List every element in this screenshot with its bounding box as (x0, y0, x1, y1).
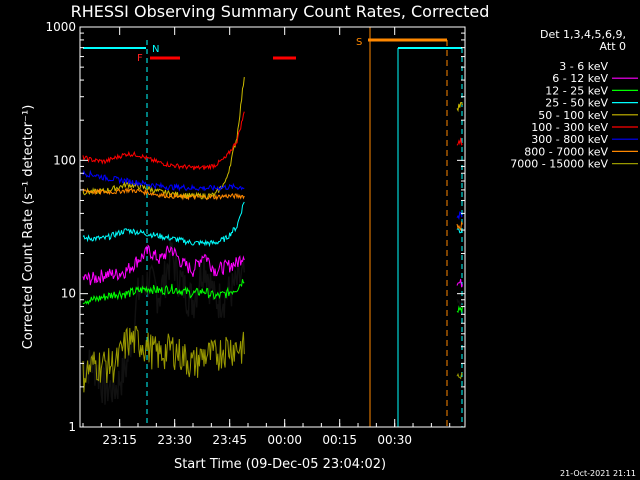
series-line (82, 239, 245, 405)
legend-entry-label: 12 - 25 keV (545, 84, 608, 97)
plot-area: NF S (82, 27, 463, 427)
x-tick-label: 23:30 (157, 433, 192, 447)
legend-entry-label: 800 - 7000 keV (524, 145, 608, 158)
legend-entry-label: 6 - 12 keV (552, 72, 608, 85)
series-end-segment (456, 278, 463, 288)
series-line (82, 244, 245, 286)
x-tick-label: 00:15 (322, 433, 357, 447)
x-tick-label: 00:30 (377, 433, 412, 447)
series-line (82, 169, 245, 192)
legend-entry-label: 300 - 800 keV (531, 133, 608, 146)
x-tick-label: 23:15 (102, 433, 137, 447)
saa-state-label: S (356, 37, 362, 48)
legend-entry-label: 25 - 50 keV (545, 97, 608, 110)
series-line (82, 201, 245, 248)
y-tick-label: 1000 (45, 20, 76, 34)
series-end-segment (456, 220, 463, 232)
series-line (82, 279, 245, 306)
legend-entry-label: 50 - 100 keV (538, 109, 608, 122)
series-end-segment (456, 211, 463, 221)
y-tick-label: 100 (53, 153, 76, 167)
legend-header: Det 1,3,4,5,6,9, (540, 28, 626, 41)
x-axis: 23:15 23:30 23:45 00:00 00:15 00:30 (82, 27, 451, 447)
series-end-segment (456, 305, 463, 313)
x-axis-label: Start Time (09-Dec-05 23:04:02) (174, 457, 386, 472)
y-tick-label: 1 (68, 420, 76, 434)
series-line (82, 111, 245, 171)
chart-title: RHESSI Observing Summary Count Rates, Co… (71, 2, 490, 21)
series-line (82, 325, 245, 393)
series-end-segment (456, 101, 463, 113)
night-flag-label: N (152, 44, 159, 55)
y-axis-label: Corrected Count Rate (s⁻¹ detector⁻¹) (21, 105, 36, 350)
series-end-segment (456, 137, 463, 146)
y-axis: 1 10 100 1000 (45, 20, 465, 434)
legend-entry-label: 100 - 300 keV (531, 121, 608, 134)
series-line (82, 187, 245, 201)
plot-frame (79, 26, 466, 428)
y-tick-label: 10 (61, 287, 76, 301)
series-line (82, 77, 245, 200)
legend-entry-label: 3 - 6 keV (559, 60, 608, 73)
x-tick-label: 00:00 (267, 433, 302, 447)
footer-date: 21-Oct-2021 21:11 (560, 469, 636, 478)
x-tick-label: 23:45 (212, 433, 247, 447)
legend-header: Att 0 (600, 40, 626, 53)
series-end-segment (456, 371, 463, 380)
flare-flag-label: F (137, 53, 143, 64)
legend-entry-label: 7000 - 15000 keV (510, 158, 608, 171)
